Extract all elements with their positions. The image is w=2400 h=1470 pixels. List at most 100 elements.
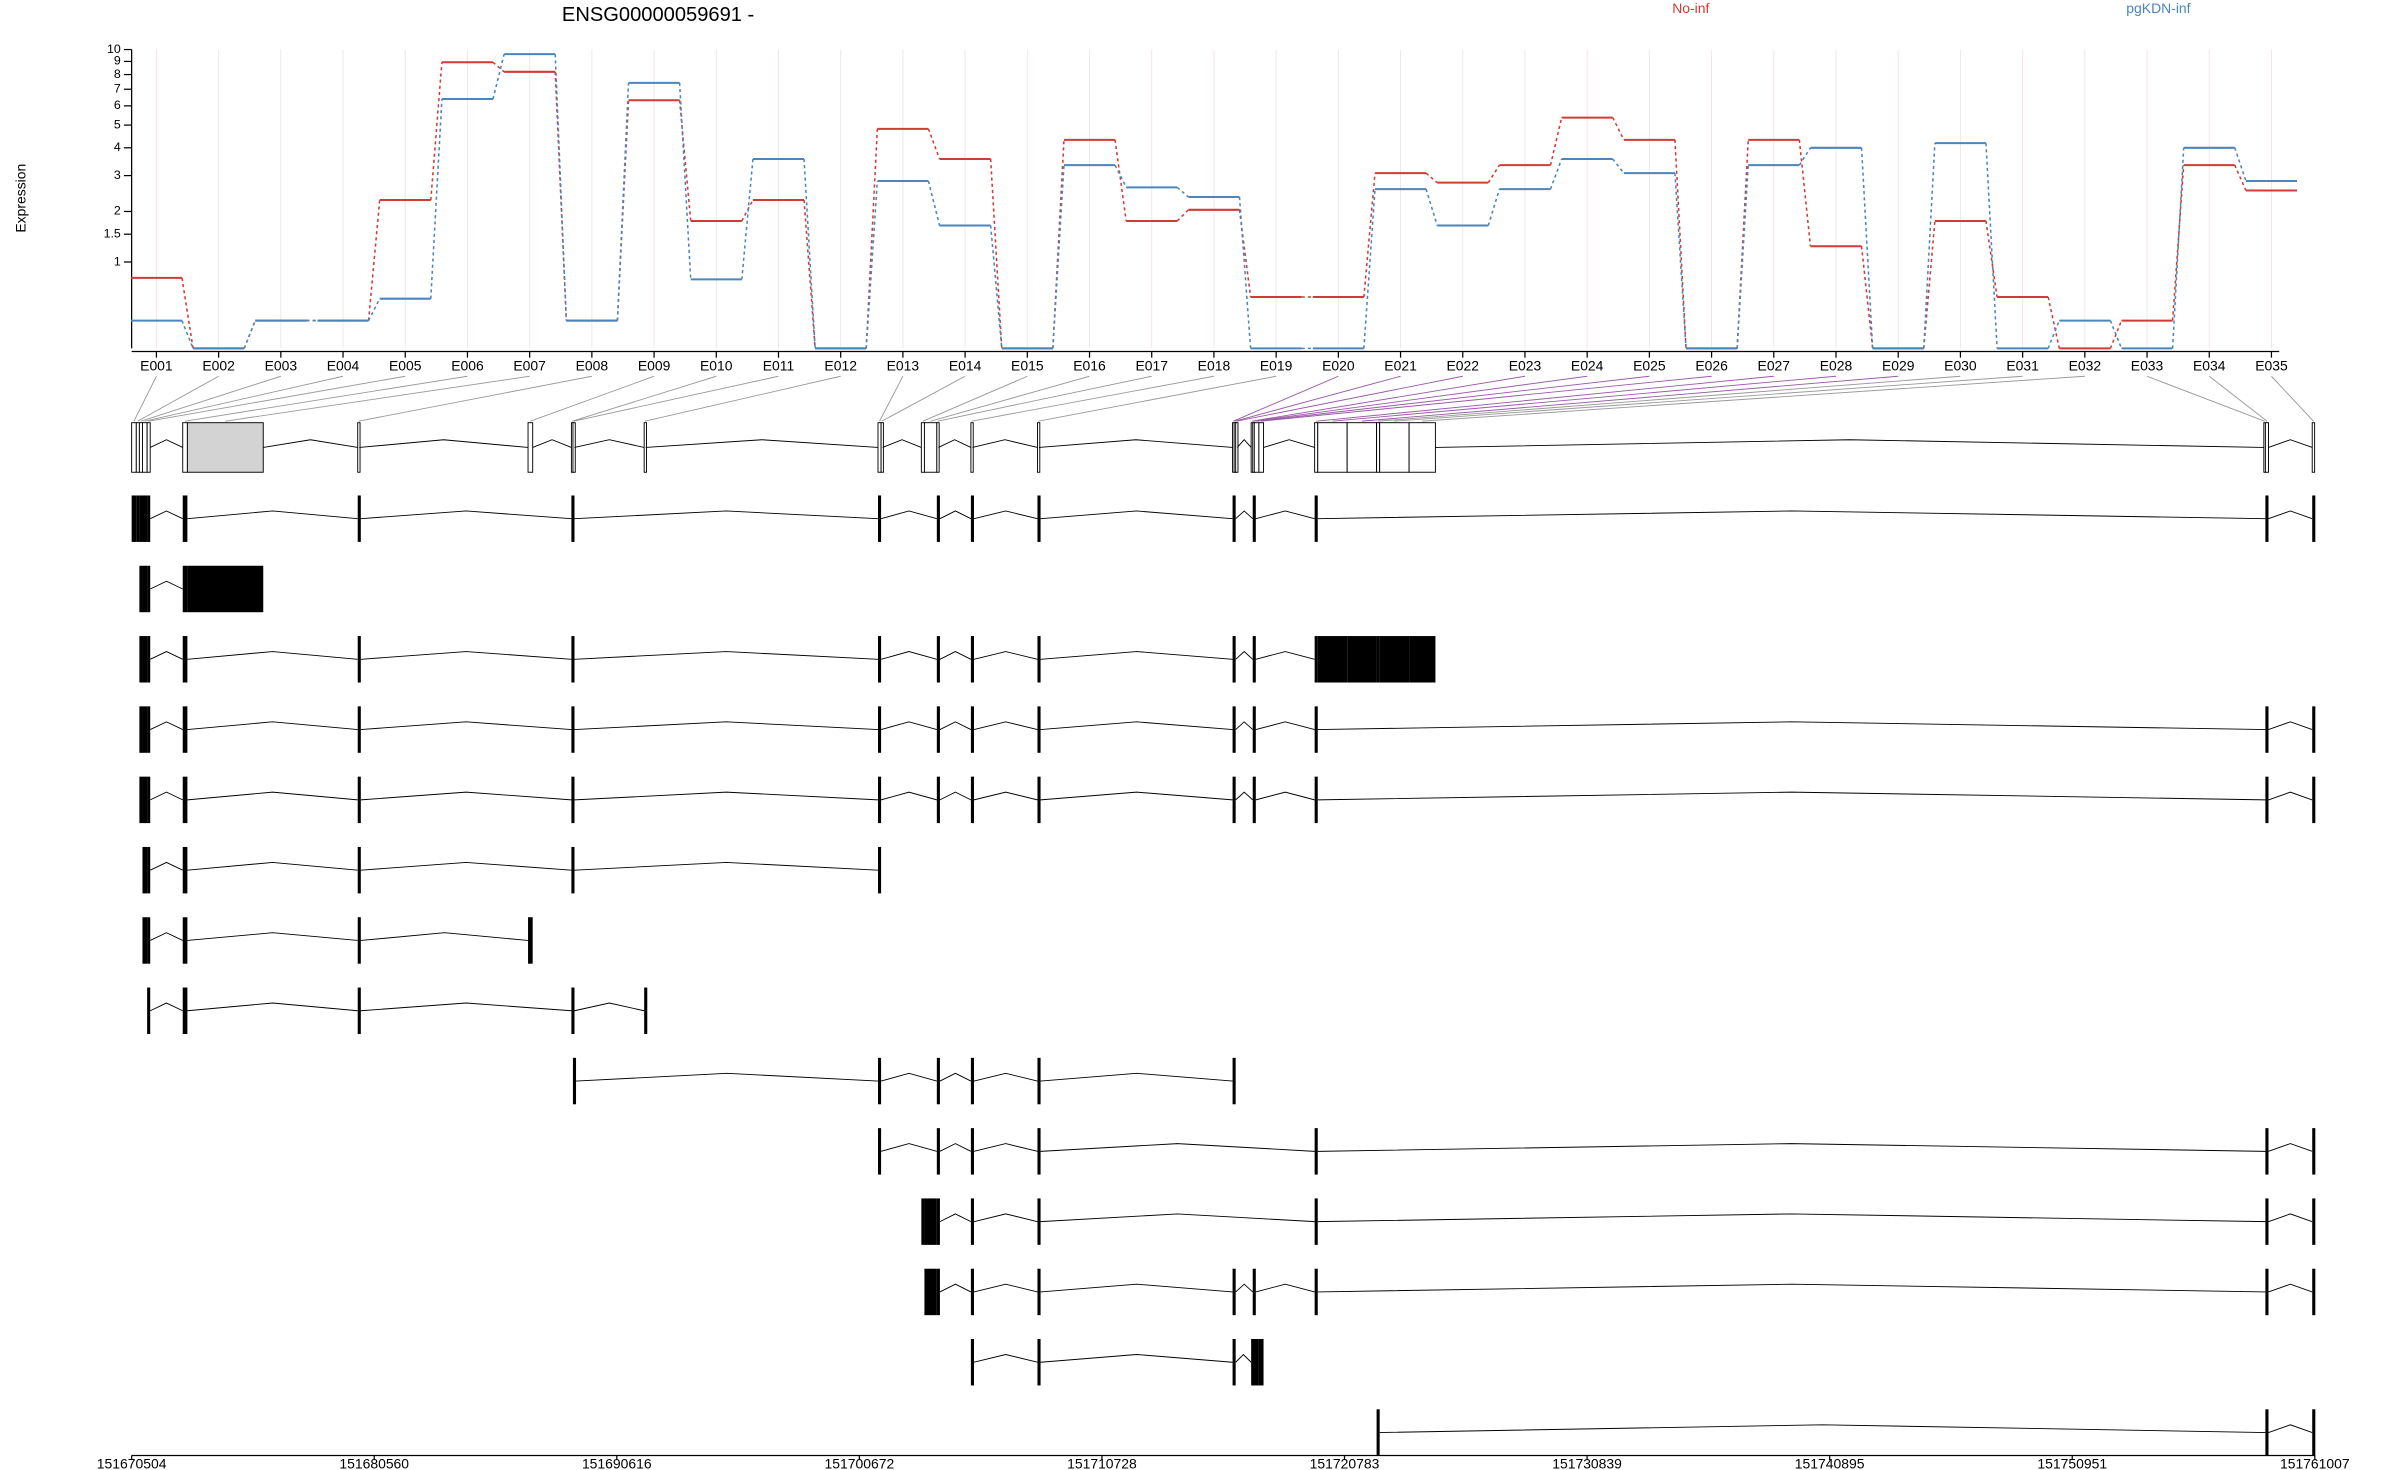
exon-connector <box>922 375 1028 422</box>
transcript-exon <box>877 776 882 824</box>
model-exon <box>1346 422 1378 473</box>
step-connector <box>1176 186 1189 198</box>
transcript-exon <box>1258 1339 1264 1386</box>
step-connector <box>616 82 630 321</box>
step-connector <box>1860 246 1874 349</box>
model-intron <box>1263 439 1315 448</box>
step-connector <box>1052 165 1065 349</box>
transcript-exon <box>1347 636 1377 683</box>
exon-connector <box>184 375 468 422</box>
transcript-exon <box>1252 706 1256 753</box>
model-exon <box>527 422 534 473</box>
transcript-exon <box>1314 1198 1318 1245</box>
exon-connector <box>937 375 1152 422</box>
y-tick-label: 3 <box>114 168 121 182</box>
model-intron <box>263 439 358 448</box>
x-tick-label: E014 <box>949 358 982 374</box>
step-connector <box>1985 220 1998 298</box>
transcript-exon <box>147 987 151 1034</box>
step-connector <box>2047 296 2061 349</box>
transcript-intron <box>1040 651 1233 660</box>
x-tick-label: E034 <box>2193 358 2226 374</box>
exon-connector <box>881 375 966 422</box>
transcript-exon <box>1037 636 1041 683</box>
transcript-exon <box>1037 1198 1041 1245</box>
transcript-intron <box>360 791 572 801</box>
transcript-intron <box>2268 1213 2313 1223</box>
transcript-exon <box>936 495 940 542</box>
exon-connector <box>573 375 779 422</box>
x-tick-label: E011 <box>763 358 795 374</box>
transcript-exon <box>970 636 974 683</box>
transcript-exon <box>1254 1339 1259 1386</box>
transcript-intron <box>1040 791 1233 801</box>
transcript-exon <box>142 846 148 894</box>
transcript-exon <box>1314 776 1318 824</box>
transcript-intron <box>360 651 572 660</box>
transcript-exon <box>2265 495 2269 542</box>
transcript-exon <box>970 1339 974 1386</box>
model-exon <box>146 422 151 473</box>
transcript-intron <box>1235 791 1254 801</box>
exon-connector <box>1422 375 2085 422</box>
step-connector <box>2047 320 2061 349</box>
transcript-exon <box>142 706 148 753</box>
transcript-exon <box>357 495 361 542</box>
transcript-exon <box>877 846 882 894</box>
transcript-exon <box>2265 706 2269 753</box>
transcript-intron <box>939 1213 972 1223</box>
step-connector <box>430 98 443 299</box>
transcript-exon <box>2312 495 2316 542</box>
step-connector <box>1736 165 1750 349</box>
transcript-intron <box>1235 1283 1254 1293</box>
transcript-exon <box>1037 1128 1041 1175</box>
transcript-exon <box>1232 495 1236 542</box>
transcript-intron <box>1255 510 1315 520</box>
transcript-intron <box>574 861 879 871</box>
model-intron <box>882 439 922 448</box>
transcript-exon <box>142 636 148 683</box>
step-connector <box>989 158 1003 349</box>
exon-connector <box>225 375 530 422</box>
transcript-exon <box>182 636 188 683</box>
transcript-intron <box>1235 650 1254 660</box>
transcript-exon <box>571 706 575 753</box>
transcript-exon <box>1232 1268 1236 1316</box>
transcript-intron <box>973 1354 1038 1363</box>
transcript-intron <box>1317 791 2266 801</box>
transcript-intron <box>2268 510 2313 520</box>
exon-connector <box>1253 375 1588 422</box>
transcript-exon <box>1037 706 1041 753</box>
transcript-intron <box>1255 721 1315 731</box>
transcript-intron <box>574 721 879 731</box>
transcript-intron <box>2268 1424 2313 1433</box>
transcript-exon <box>1314 706 1318 753</box>
transcript-exon <box>644 987 648 1034</box>
exon-connector <box>1261 375 1712 422</box>
step-connector <box>554 71 568 321</box>
exon-connector <box>358 375 592 422</box>
exon-connector <box>1332 375 1837 422</box>
transcript-exon <box>936 776 940 824</box>
model-intron <box>150 439 183 448</box>
transcript-exon <box>1317 636 1348 683</box>
legend-entry: pgKDN-inf <box>2126 0 2190 16</box>
transcript-intron <box>1317 1283 2266 1293</box>
step-connector <box>492 53 505 100</box>
model-exon <box>1317 422 1348 473</box>
model-exon <box>142 422 148 473</box>
step-connector <box>367 199 381 321</box>
step-connector <box>2109 320 2123 349</box>
transcript-intron <box>2268 721 2313 731</box>
transcript-intron <box>576 1072 879 1082</box>
transcript-exon <box>139 495 143 542</box>
x-tick-label: E024 <box>1571 358 1604 374</box>
transcript-exon <box>877 636 882 683</box>
x-tick-label: E013 <box>887 358 920 374</box>
transcript-intron <box>2268 791 2313 801</box>
transcript-intron <box>973 651 1038 660</box>
step-connector <box>1425 172 1438 184</box>
step-connector <box>1860 147 1874 349</box>
step-connector <box>1176 209 1189 222</box>
step-connector <box>243 320 256 349</box>
